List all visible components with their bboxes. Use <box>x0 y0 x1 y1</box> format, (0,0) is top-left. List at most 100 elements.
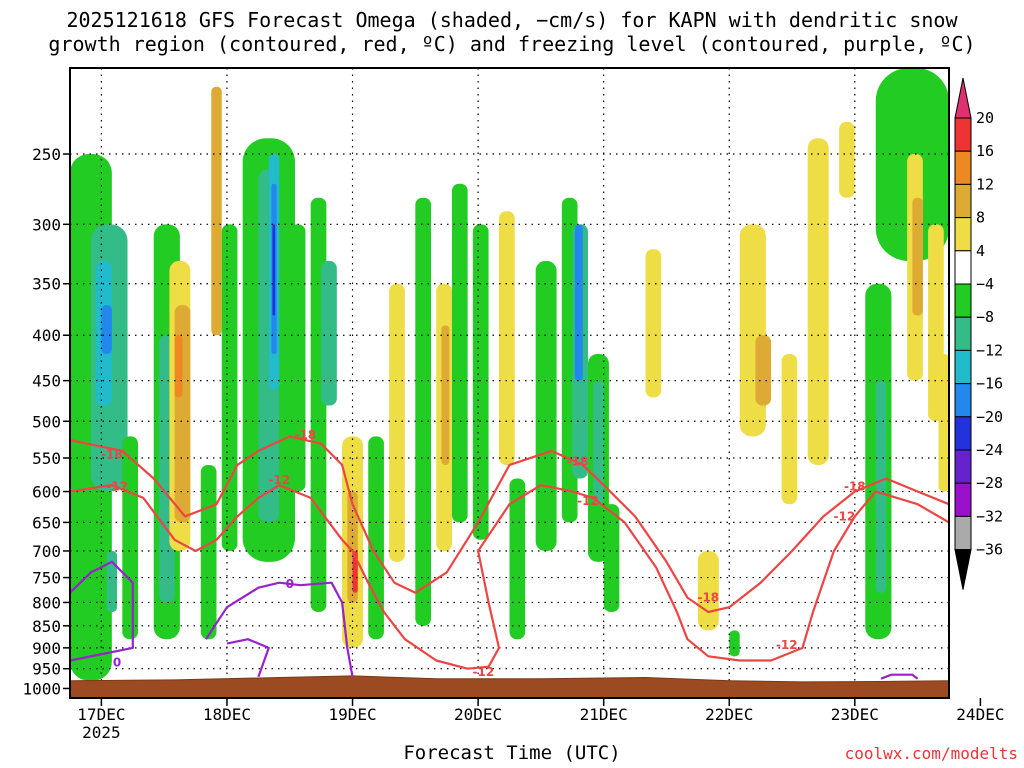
colorbar-swatch <box>954 349 972 385</box>
contour-label: 0 <box>286 577 294 591</box>
omega-cell <box>106 550 118 612</box>
colorbar-swatch <box>954 482 972 517</box>
omega-cell <box>755 335 772 406</box>
y-tick-label: 1000 <box>22 679 61 698</box>
contour-label: 0 <box>113 656 121 670</box>
omega-cell <box>211 86 222 336</box>
x-tick-sublabel: 2025 <box>82 723 121 742</box>
omega-cell <box>729 630 740 657</box>
x-tick-label: 21DEC <box>580 705 628 724</box>
colorbar-swatch <box>954 183 972 219</box>
omega-cell <box>415 197 432 626</box>
colorbar-label: −4 <box>976 275 994 293</box>
y-tick-label: 850 <box>32 617 61 636</box>
x-tick-label: 23DEC <box>831 705 879 724</box>
y-tick-label: 350 <box>32 275 61 294</box>
title-line-1: 2025121618 GFS Forecast Omega (shaded, −… <box>66 8 958 32</box>
omega-cell <box>321 261 337 406</box>
grid-lines <box>70 68 949 698</box>
contour-label: -12 <box>472 665 494 679</box>
ground-fill <box>70 675 949 698</box>
contour-label: -12 <box>106 479 128 493</box>
colorbar-label: −28 <box>976 474 1003 492</box>
omega-cell <box>912 197 923 316</box>
y-tick-label: 300 <box>32 215 61 234</box>
colorbar-swatch <box>954 416 972 451</box>
colorbar-label: 8 <box>976 209 985 227</box>
contour-label: -12 <box>834 509 856 523</box>
omega-cell <box>938 354 949 492</box>
y-tick-label: 450 <box>32 372 61 391</box>
colorbar-label: 4 <box>976 242 985 260</box>
omega-cell <box>75 550 91 669</box>
colorbar-label: −36 <box>976 541 1003 559</box>
colorbar-label: −24 <box>976 441 1003 459</box>
contour-label: -18 <box>567 454 589 468</box>
x-tick-label: 20DEC <box>454 705 502 724</box>
y-tick-label: 550 <box>32 449 61 468</box>
y-axis-ticks: 250 300 350 400 450 500 550 600 650 700 750 800 850 9… <box>22 145 70 698</box>
x-tick-label: 24DEC <box>956 705 1004 724</box>
y-tick-label: 700 <box>32 542 61 561</box>
colorbar-label: 16 <box>976 142 994 160</box>
y-tick-label: 500 <box>32 412 61 431</box>
y-tick-label: 650 <box>32 513 61 532</box>
omega-cell <box>839 121 855 198</box>
x-tick-label: 22DEC <box>705 705 753 724</box>
colorbar-swatch <box>954 117 972 152</box>
omega-cell <box>122 436 139 640</box>
colorbar-label: −16 <box>976 375 1003 393</box>
omega-cell <box>101 305 112 355</box>
colorbar-top-arrow <box>954 77 972 119</box>
chart-title: 2025121618 GFS Forecast Omega (shaded, −… <box>0 8 1024 56</box>
omega-cell <box>451 183 468 523</box>
freezing-contour <box>70 560 134 662</box>
x-tick-label: 17DEC <box>77 705 125 724</box>
contour-lines <box>70 435 949 680</box>
contour-label: -18 <box>697 591 719 605</box>
colorbar-bottom-arrow <box>954 549 972 590</box>
y-tick-label: 900 <box>32 639 61 658</box>
colorbar-swatch <box>954 449 972 484</box>
y-tick-label: 750 <box>32 569 61 588</box>
omega-cell <box>807 138 829 465</box>
y-tick-label: 400 <box>32 326 61 345</box>
omega-cell <box>509 478 526 640</box>
omega-cell <box>499 211 515 465</box>
omega-cell <box>221 224 238 551</box>
colorbar-swatch <box>954 515 972 551</box>
colorbar-swatch <box>954 316 972 351</box>
omega-cell <box>272 224 276 316</box>
colorbar-swatch <box>954 283 972 318</box>
contour-label: -18 <box>101 447 123 461</box>
colorbar-swatch <box>954 217 972 252</box>
omega-cell <box>174 335 183 398</box>
credit-link[interactable]: coolwx.com/modelts <box>844 744 1018 763</box>
x-tick-label: 18DEC <box>203 705 251 724</box>
omega-cell <box>535 261 557 551</box>
omega-cell <box>441 325 450 465</box>
omega-cell <box>574 224 583 381</box>
colorbar-label: 12 <box>976 175 994 193</box>
colorbar-label: −8 <box>976 308 994 326</box>
omega-cell <box>472 224 489 540</box>
contour-label: -18 <box>844 479 866 493</box>
freezing-contour <box>226 638 270 678</box>
ground-layer <box>70 675 949 698</box>
x-tick-label: 19DEC <box>328 705 376 724</box>
omega-shading <box>70 68 949 681</box>
omega-cell <box>875 380 887 593</box>
colorbar: 20 16 12 8 4 −4 −8 −12 −16 −20 −24 −28 −32 −36 <box>954 77 1003 590</box>
contour-labels: -18 -12 -18 -12 0 0 -12 -18 -12 -18 -12 -18 -12 <box>101 428 866 679</box>
omega-cell <box>310 197 327 612</box>
colorbar-swatch <box>954 383 972 418</box>
omega-cell <box>389 283 405 562</box>
colorbar-label: 20 <box>976 109 994 127</box>
colorbar-label: −12 <box>976 341 1003 359</box>
dgz-contour <box>70 435 949 614</box>
y-tick-label: 600 <box>32 483 61 502</box>
contour-label: -12 <box>776 638 798 652</box>
freezing-contour <box>880 673 919 680</box>
